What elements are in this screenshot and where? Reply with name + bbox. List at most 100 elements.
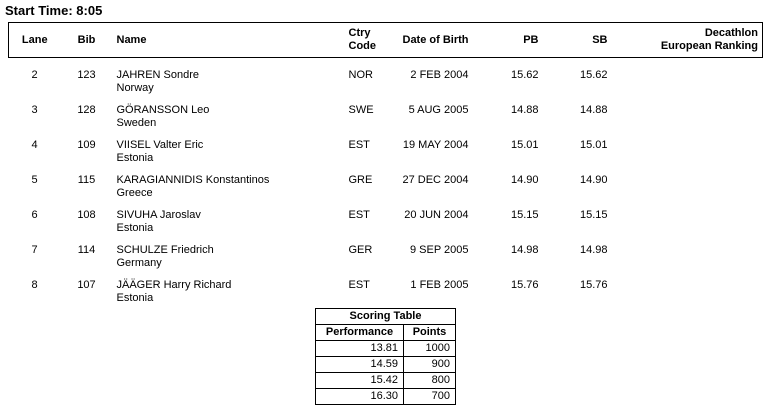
scoring-col-header-points: Points xyxy=(402,324,457,341)
date-of-birth-cell: 19 MAY 2004 xyxy=(402,139,469,151)
start-time-label: Start Time: 8:05 xyxy=(5,3,103,18)
date-of-birth-cell: 5 AUG 2005 xyxy=(408,104,469,116)
table-row: 3 128 GÖRANSSON Leo Sweden SWE 5 AUG 200… xyxy=(9,95,763,130)
start-list-table: Lane Bib Name Ctry Code Date of Birth PB… xyxy=(8,22,763,305)
name-cell: VIISEL Valter Eric Estonia xyxy=(113,130,343,165)
sb-cell: 15.76 xyxy=(579,279,608,291)
col-header-date-of-birth: Date of Birth xyxy=(394,22,477,58)
sb-cell: 14.98 xyxy=(579,244,608,256)
athlete-name: JÄÄGER Harry Richard xyxy=(116,279,232,291)
country-code-cell: EST xyxy=(348,209,370,221)
date-of-birth-cell: 2 FEB 2004 xyxy=(410,69,469,81)
country-code-cell: NOR xyxy=(348,69,373,81)
lane-cell: 7 xyxy=(31,244,38,256)
sb-cell: 15.01 xyxy=(579,139,608,151)
bib-cell: 123 xyxy=(77,69,96,81)
country-code-cell: EST xyxy=(348,139,370,151)
scoring-table-header-row: Performance Points xyxy=(315,324,457,341)
athlete-country: Estonia xyxy=(116,292,154,304)
col-header-pb: PB xyxy=(476,22,545,58)
country-code-cell: SWE xyxy=(348,104,374,116)
athlete-country: Estonia xyxy=(116,152,154,164)
pb-cell: 14.90 xyxy=(510,174,539,186)
bib-cell: 115 xyxy=(77,174,96,186)
athlete-name: KARAGIANNIDIS Konstantinos xyxy=(116,174,270,186)
col-header-lane: Lane xyxy=(8,22,61,58)
sb-cell: 15.15 xyxy=(579,209,608,221)
bib-cell: 109 xyxy=(77,139,96,151)
pb-cell: 14.88 xyxy=(510,104,539,116)
athlete-country: Norway xyxy=(116,82,154,94)
athlete-name: VIISEL Valter Eric xyxy=(116,139,204,151)
lane-cell: 2 xyxy=(31,69,38,81)
athlete-name: JAHREN Sondre xyxy=(116,69,200,81)
athlete-name: SIVUHA Jaroslav xyxy=(116,209,201,221)
ranking-cell xyxy=(613,235,763,270)
name-cell: KARAGIANNIDIS Konstantinos Greece xyxy=(113,165,343,200)
table-row: 2 123 JAHREN Sondre Norway NOR 2 FEB 200… xyxy=(9,58,763,96)
scoring-table-title-row: Scoring Table xyxy=(314,308,457,325)
pb-cell: 15.01 xyxy=(510,139,539,151)
performance-cell: 16.30 xyxy=(315,388,404,405)
athlete-country: Greece xyxy=(116,187,153,199)
lane-cell: 8 xyxy=(31,279,38,291)
scoring-table-title: Scoring Table xyxy=(314,308,457,325)
table-row: 4 109 VIISEL Valter Eric Estonia EST 19 … xyxy=(9,130,763,165)
sb-cell: 14.88 xyxy=(579,104,608,116)
country-code-cell: GER xyxy=(348,244,373,256)
lane-cell: 5 xyxy=(31,174,38,186)
pb-cell: 15.15 xyxy=(510,209,539,221)
col-header-bib: Bib xyxy=(60,22,113,58)
lane-cell: 6 xyxy=(31,209,38,221)
bib-cell: 114 xyxy=(77,244,96,256)
name-cell: JÄÄGER Harry Richard Estonia xyxy=(113,270,343,305)
scoring-col-header-performance: Performance xyxy=(315,324,404,341)
name-cell: GÖRANSSON Leo Sweden xyxy=(113,95,343,130)
pb-cell: 15.76 xyxy=(510,279,539,291)
performance-cell: 14.59 xyxy=(315,356,404,373)
scoring-table-row: 14.59 900 xyxy=(315,356,457,373)
athlete-country: Sweden xyxy=(116,117,157,129)
country-code-cell: GRE xyxy=(348,174,373,186)
sb-cell: 14.90 xyxy=(579,174,608,186)
col-header-sb: SB xyxy=(544,22,613,58)
ranking-cell xyxy=(613,95,763,130)
date-of-birth-cell: 27 DEC 2004 xyxy=(402,174,469,186)
start-list-header-row: Lane Bib Name Ctry Code Date of Birth PB… xyxy=(8,22,763,58)
col-header-name: Name xyxy=(112,22,343,58)
sb-cell: 15.62 xyxy=(579,69,608,81)
col-header-decathlon-european-ranking: Decathlon European Ranking xyxy=(612,22,763,58)
table-row: 6 108 SIVUHA Jaroslav Estonia EST 20 JUN… xyxy=(9,200,763,235)
points-cell: 900 xyxy=(402,356,457,373)
scoring-table: Scoring Table Performance Points 13.81 1… xyxy=(314,308,457,405)
lane-cell: 3 xyxy=(31,104,38,116)
athlete-country: Estonia xyxy=(116,222,154,234)
name-cell: JAHREN Sondre Norway xyxy=(113,58,343,96)
athlete-country: Germany xyxy=(116,257,162,269)
name-cell: SIVUHA Jaroslav Estonia xyxy=(113,200,343,235)
points-cell: 1000 xyxy=(402,340,457,357)
performance-cell: 15.42 xyxy=(315,372,404,389)
ranking-cell xyxy=(613,270,763,305)
date-of-birth-cell: 1 FEB 2005 xyxy=(410,279,469,291)
scoring-table-row: 15.42 800 xyxy=(315,372,457,389)
table-row: 7 114 SCHULZE Friedrich Germany GER 9 SE… xyxy=(9,235,763,270)
date-of-birth-cell: 9 SEP 2005 xyxy=(409,244,469,256)
athlete-name: GÖRANSSON Leo xyxy=(116,104,210,116)
date-of-birth-cell: 20 JUN 2004 xyxy=(404,209,469,221)
points-cell: 700 xyxy=(402,388,457,405)
table-row: 5 115 KARAGIANNIDIS Konstantinos Greece … xyxy=(9,165,763,200)
points-cell: 800 xyxy=(402,372,457,389)
athlete-name: SCHULZE Friedrich xyxy=(116,244,214,256)
bib-cell: 108 xyxy=(77,209,96,221)
ranking-cell xyxy=(613,58,763,96)
pb-cell: 14.98 xyxy=(510,244,539,256)
scoring-table-row: 13.81 1000 xyxy=(315,340,457,357)
col-header-ctry-code: Ctry Code xyxy=(342,22,395,58)
name-cell: SCHULZE Friedrich Germany xyxy=(113,235,343,270)
bib-cell: 107 xyxy=(77,279,96,291)
performance-cell: 13.81 xyxy=(315,340,404,357)
ranking-cell xyxy=(613,130,763,165)
table-row: 8 107 JÄÄGER Harry Richard Estonia EST 1… xyxy=(9,270,763,305)
pb-cell: 15.62 xyxy=(510,69,539,81)
